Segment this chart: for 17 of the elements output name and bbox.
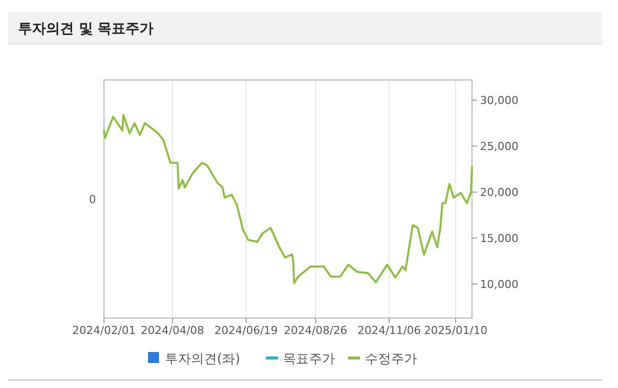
y2-tick-label: 15,000 bbox=[480, 232, 518, 246]
legend-label: 수정주가 bbox=[365, 352, 417, 367]
text: 0 bbox=[89, 193, 96, 206]
y2-tick-label: 25,000 bbox=[480, 140, 518, 154]
legend-label: 투자의견(좌) bbox=[165, 352, 240, 367]
line-series bbox=[103, 114, 473, 284]
x-tick-label: 2024/06/19 bbox=[214, 324, 278, 337]
chart-title: 투자의견 및 목표주가 bbox=[18, 21, 154, 37]
x-tick-label: 2024/04/08 bbox=[140, 324, 204, 337]
x-tick-label: 2025/01/10 bbox=[424, 324, 488, 337]
x-tick-label: 2024/11/06 bbox=[357, 324, 421, 337]
y2-tick-label: 20,000 bbox=[480, 186, 518, 200]
x-tick-label: 2024/08/26 bbox=[284, 324, 348, 337]
legend-label: 목표주가 bbox=[283, 352, 335, 367]
y2-tick-label: 10,000 bbox=[480, 278, 518, 291]
y2-tick-label: 30,000 bbox=[480, 94, 518, 108]
x-tick-label: 2024/02/01 bbox=[72, 324, 136, 337]
